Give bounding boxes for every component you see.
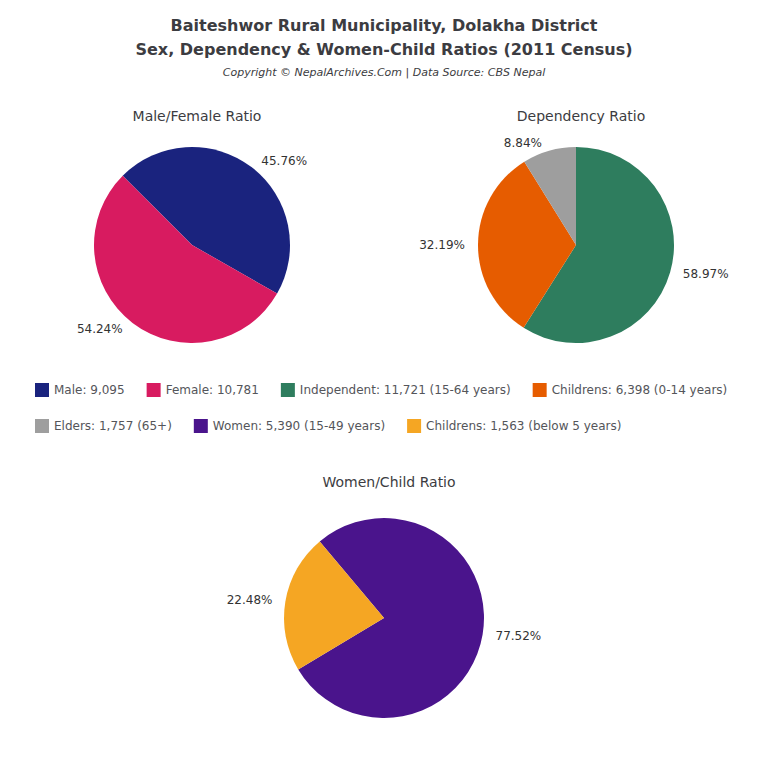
- svg-text:Women/Child Ratio: Women/Child Ratio: [322, 474, 455, 490]
- svg-text:22.48%: 22.48%: [227, 593, 273, 607]
- svg-text:Male: 9,095: Male: 9,095: [54, 383, 125, 397]
- svg-text:Childrens: 6,398 (0-14 years): Childrens: 6,398 (0-14 years): [552, 383, 728, 397]
- svg-text:Elders: 1,757 (65+): Elders: 1,757 (65+): [54, 419, 172, 433]
- svg-text:58.97%: 58.97%: [683, 267, 729, 281]
- svg-text:Sex, Dependency & Women-Child: Sex, Dependency & Women-Child Ratios (20…: [135, 40, 632, 59]
- svg-text:32.19%: 32.19%: [419, 238, 465, 252]
- svg-text:8.84%: 8.84%: [504, 136, 542, 150]
- svg-text:Women: 5,390 (15-49 years): Women: 5,390 (15-49 years): [213, 419, 385, 433]
- svg-text:Childrens: 1,563 (below 5 year: Childrens: 1,563 (below 5 years): [426, 419, 621, 433]
- svg-text:Male/Female Ratio: Male/Female Ratio: [133, 108, 262, 124]
- svg-text:Copyright © NepalArchives.Com: Copyright © NepalArchives.Com | Data Sou…: [223, 66, 545, 79]
- svg-text:45.76%: 45.76%: [261, 154, 307, 168]
- svg-text:Independent: 11,721 (15-64 yea: Independent: 11,721 (15-64 years): [300, 383, 511, 397]
- svg-text:Dependency Ratio: Dependency Ratio: [517, 108, 646, 124]
- svg-text:77.52%: 77.52%: [496, 629, 542, 643]
- svg-text:Baiteshwor Rural Municipality,: Baiteshwor Rural Municipality, Dolakha D…: [171, 16, 598, 35]
- svg-text:54.24%: 54.24%: [77, 322, 123, 336]
- svg-text:Female: 10,781: Female: 10,781: [166, 383, 259, 397]
